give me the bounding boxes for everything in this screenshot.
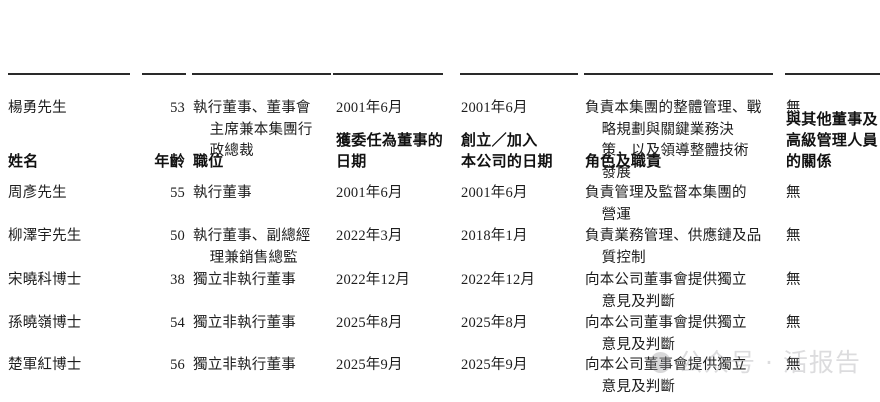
cell-line: 向本公司董事會提供獨立 bbox=[585, 357, 747, 373]
cell-name: 楚軍紅博士 bbox=[8, 357, 82, 373]
cell-line: 負責本集團的整體管理、戰 bbox=[585, 100, 762, 116]
cell-appointed: 2001年6月 bbox=[336, 100, 403, 116]
column-header-age: 年齡 bbox=[154, 154, 185, 170]
cell-name: 楊勇先生 bbox=[8, 100, 67, 116]
cell-relationship: 無 bbox=[786, 357, 801, 373]
cell-appointed: 2001年6月 bbox=[336, 185, 403, 201]
header-rule-age bbox=[142, 73, 186, 75]
cell-name: 宋曉科博士 bbox=[8, 272, 82, 288]
cell-joined: 2025年8月 bbox=[461, 315, 528, 331]
cell-line: 意見及判斷 bbox=[601, 293, 676, 310]
cell-age: 53 bbox=[170, 100, 185, 116]
cell-line: 主席兼本集團行 bbox=[209, 121, 313, 138]
cell-line: 獨立非執行董事 bbox=[193, 357, 296, 373]
cell-line: 向本公司董事會提供獨立 bbox=[585, 315, 747, 331]
cell-age: 55 bbox=[170, 185, 185, 201]
cell-age: 38 bbox=[170, 272, 185, 288]
cell-age: 54 bbox=[170, 315, 185, 331]
cell-relationship: 無 bbox=[786, 100, 801, 116]
cell-line: 策，以及領導整體技術 bbox=[601, 143, 749, 159]
cell-line: 營運 bbox=[601, 206, 632, 223]
cell-line: 略規劃與關鍵業務決 bbox=[601, 121, 734, 138]
cell-joined: 2022年12月 bbox=[461, 272, 536, 288]
header-rule-relationship bbox=[785, 73, 880, 75]
column-header-name: 姓名 bbox=[8, 154, 39, 170]
cell-line: 獨立非執行董事 bbox=[193, 272, 296, 288]
header-rule-appointed bbox=[333, 73, 443, 75]
cell-appointed: 2025年8月 bbox=[336, 315, 403, 331]
cell-position: 執行董事、董事會主席兼本集團行 政總裁 bbox=[193, 98, 313, 163]
cell-position: 獨立非執行董事 bbox=[193, 270, 296, 292]
cell-age: 56 bbox=[170, 357, 185, 373]
header-rule-joined bbox=[460, 73, 578, 75]
cell-line: 執行董事、董事會 bbox=[193, 100, 311, 116]
header-rule-name bbox=[8, 73, 130, 75]
cell-joined: 2025年9月 bbox=[461, 357, 528, 373]
cell-appointed: 2022年12月 bbox=[336, 272, 411, 288]
cell-line: 意見及判斷 bbox=[601, 378, 676, 395]
column-header-appointed-date: 獲委任為董事的 日期 bbox=[336, 133, 444, 170]
cell-appointed: 2022年3月 bbox=[336, 228, 403, 244]
header-rule-position bbox=[192, 73, 331, 75]
cell-line: 執行董事、副總經 bbox=[193, 228, 311, 244]
cell-line: 獨立非執行董事 bbox=[193, 315, 296, 331]
cell-name: 孫曉嶺博士 bbox=[8, 315, 82, 331]
cell-line: 負責管理及監督本集團的 bbox=[585, 185, 747, 201]
cell-line: 理兼銷售總監 bbox=[209, 249, 298, 266]
cell-relationship: 無 bbox=[786, 185, 801, 201]
cell-relationship: 無 bbox=[786, 272, 801, 288]
cell-relationship: 無 bbox=[786, 228, 801, 244]
cell-joined: 2001年6月 bbox=[461, 185, 528, 201]
cell-name: 柳澤宇先生 bbox=[8, 228, 82, 244]
cell-relationship: 無 bbox=[786, 315, 801, 331]
cell-line: 執行董事 bbox=[193, 185, 252, 201]
cell-line: 政總裁 bbox=[209, 143, 254, 159]
cell-role: 向本公司董事會提供獨立意見及判斷 bbox=[585, 313, 747, 356]
cell-role: 負責本集團的整體管理、戰略規劃與關鍵業務決 策，以及領導整體技術 發展 bbox=[585, 98, 761, 184]
column-header-position: 職位 bbox=[193, 154, 224, 170]
cell-position: 執行董事、副總經 理兼銷售總監 bbox=[193, 226, 311, 269]
cell-role: 向本公司董事會提供獨立意見及判斷 bbox=[585, 270, 747, 313]
cell-appointed: 2025年9月 bbox=[336, 357, 403, 373]
cell-role: 負責管理及監督本集團的營運 bbox=[585, 183, 747, 226]
cell-role: 向本公司董事會提供獨立意見及判斷 bbox=[585, 355, 747, 398]
cell-position: 獨立非執行董事 bbox=[193, 313, 296, 335]
cell-joined: 2018年1月 bbox=[461, 228, 528, 244]
column-header-relationship: 與其他董事及 高級管理人員 的關係 bbox=[786, 112, 878, 170]
cell-line: 意見及判斷 bbox=[601, 336, 676, 353]
cell-line: 向本公司董事會提供獨立 bbox=[585, 272, 747, 288]
cell-line: 發展 bbox=[601, 164, 632, 181]
cell-line: 負責業務管理、供應鏈及品 bbox=[585, 228, 762, 244]
column-header-role: 角色及職責 bbox=[585, 154, 662, 170]
cell-position: 執行董事 bbox=[193, 183, 252, 205]
header-rule-role bbox=[584, 73, 773, 75]
cell-age: 50 bbox=[170, 228, 185, 244]
cell-name: 周彥先生 bbox=[8, 185, 67, 201]
cell-position: 獨立非執行董事 bbox=[193, 355, 296, 377]
cell-role: 負責業務管理、供應鏈及品質控制 bbox=[585, 226, 761, 269]
cell-line: 質控制 bbox=[601, 249, 646, 266]
cell-joined: 2001年6月 bbox=[461, 100, 528, 116]
column-header-joined-date: 創立／加入 本公司的日期 bbox=[461, 133, 553, 170]
